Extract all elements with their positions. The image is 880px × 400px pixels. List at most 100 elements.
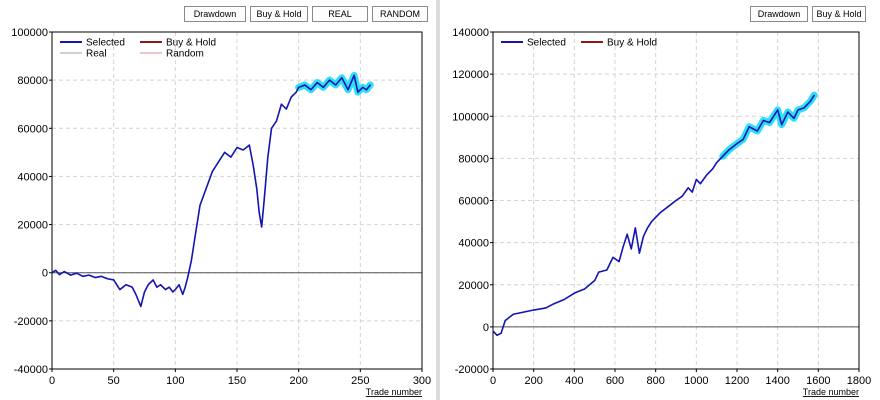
random-button[interactable]: RANDOM [372, 6, 428, 22]
left-series-point [164, 288, 167, 291]
left-series-point [63, 270, 65, 273]
left-xaxis-label: Trade number [366, 387, 422, 397]
left-series-point [88, 274, 90, 276]
drawdown-button[interactable]: Drawdown [750, 6, 808, 22]
right-series-point [681, 195, 683, 197]
right-series-point [496, 334, 498, 336]
left-series-point [156, 286, 158, 288]
left-legend-label: Selected [86, 38, 125, 49]
right-series-point [705, 174, 708, 176]
left-series-point [328, 79, 331, 81]
right-series-point [618, 260, 620, 263]
left-series-point [365, 89, 368, 91]
left-chart-panel: Drawdown Buy & Hold REAL RANDOM -40000 -2… [0, 0, 436, 400]
right-series-point [699, 183, 701, 185]
right-series-point [813, 94, 815, 96]
right-ytick-label: 100000 [452, 111, 489, 123]
drawdown-button[interactable]: Drawdown [184, 6, 246, 22]
right-series-point [533, 309, 535, 311]
right-series-point [594, 279, 596, 282]
right-series-point [634, 227, 636, 229]
left-series-point [258, 211, 260, 214]
right-series-point [646, 227, 649, 229]
right-series-point [512, 313, 514, 315]
right-series-point [762, 119, 765, 122]
left-xtick-label: 250 [351, 375, 369, 387]
left-ytick-label: 40000 [17, 171, 48, 183]
buy-hold-button[interactable]: Buy & Hold [250, 6, 308, 22]
right-series-point [712, 168, 714, 170]
right-chart-panel: Drawdown Buy & Hold -20000 0 20000 40000 600… [440, 0, 880, 400]
left-series-point [242, 149, 244, 151]
right-ytick-label: 140000 [452, 27, 489, 39]
right-series-point [728, 149, 730, 151]
left-series-point [168, 286, 170, 288]
right-series-point [768, 121, 771, 124]
left-ytick-label: 0 [42, 268, 48, 280]
left-series-point [190, 260, 192, 262]
right-series-point [612, 256, 614, 258]
left-series-point [106, 278, 109, 280]
right-xtick-label: 1800 [847, 375, 871, 387]
left-ytick-label: -20000 [14, 316, 48, 328]
left-series-point [131, 286, 133, 288]
left-series-point [261, 226, 263, 228]
left-series-point [248, 144, 250, 146]
left-series-point [135, 293, 137, 295]
left-series-point [69, 274, 72, 276]
right-series-point [606, 269, 608, 271]
left-series-point [236, 146, 238, 149]
buy-hold-button[interactable]: Buy & Hold [812, 6, 866, 22]
right-series-point [797, 109, 799, 111]
right-series-point [626, 233, 628, 235]
right-xaxis-label: Trade number [803, 387, 859, 397]
right-series-point [748, 126, 750, 128]
left-ytick-label: 80000 [17, 75, 48, 87]
left-series-point [51, 272, 53, 274]
left-series-point [187, 276, 189, 279]
left-equity-chart: -40000 -20000 0 20000 40000 60000 80000 100000 0… [11, 27, 431, 397]
right-series-point [742, 138, 744, 141]
right-series-point [777, 109, 779, 111]
right-series-point [642, 235, 645, 237]
left-series-point [280, 103, 282, 105]
left-series-point [178, 284, 180, 286]
left-series-point [194, 236, 196, 238]
right-series-point [756, 130, 758, 132]
left-series-point [357, 91, 359, 93]
right-series-point [803, 107, 805, 109]
left-series-point [159, 284, 162, 286]
right-ytick-label: 120000 [452, 69, 489, 81]
left-series-point [341, 77, 343, 79]
left-series-point [94, 276, 96, 279]
left-series-point [58, 274, 61, 276]
left-series-point [205, 187, 207, 190]
real-button[interactable]: REAL [312, 6, 368, 22]
left-series-point [353, 74, 355, 76]
left-series-point [267, 156, 269, 158]
left-series-point [335, 84, 337, 86]
left-series-point [263, 199, 265, 202]
left-series-point [182, 293, 184, 295]
left-legend-label: Random [166, 49, 204, 60]
right-series-point [809, 100, 811, 103]
right-xtick-label: 0 [490, 375, 496, 387]
right-series-point [667, 206, 669, 208]
right-series-point [545, 307, 547, 309]
right-series-point [687, 187, 689, 189]
left-series-point [119, 288, 121, 291]
left-ytick-label: 60000 [17, 123, 48, 135]
left-series-point [143, 291, 146, 293]
right-series-point [638, 252, 640, 254]
right-series-point [651, 220, 653, 223]
right-series-point [522, 311, 525, 313]
right-series-point [492, 330, 494, 332]
left-xtick-label: 200 [289, 375, 307, 387]
right-series-point [500, 332, 502, 334]
right-ytick-label: 60000 [458, 196, 489, 208]
left-series-point [147, 284, 149, 286]
left-series-point [174, 288, 176, 291]
right-series-point [691, 191, 693, 193]
right-series-line [492, 94, 815, 337]
right-series-point [787, 111, 789, 113]
